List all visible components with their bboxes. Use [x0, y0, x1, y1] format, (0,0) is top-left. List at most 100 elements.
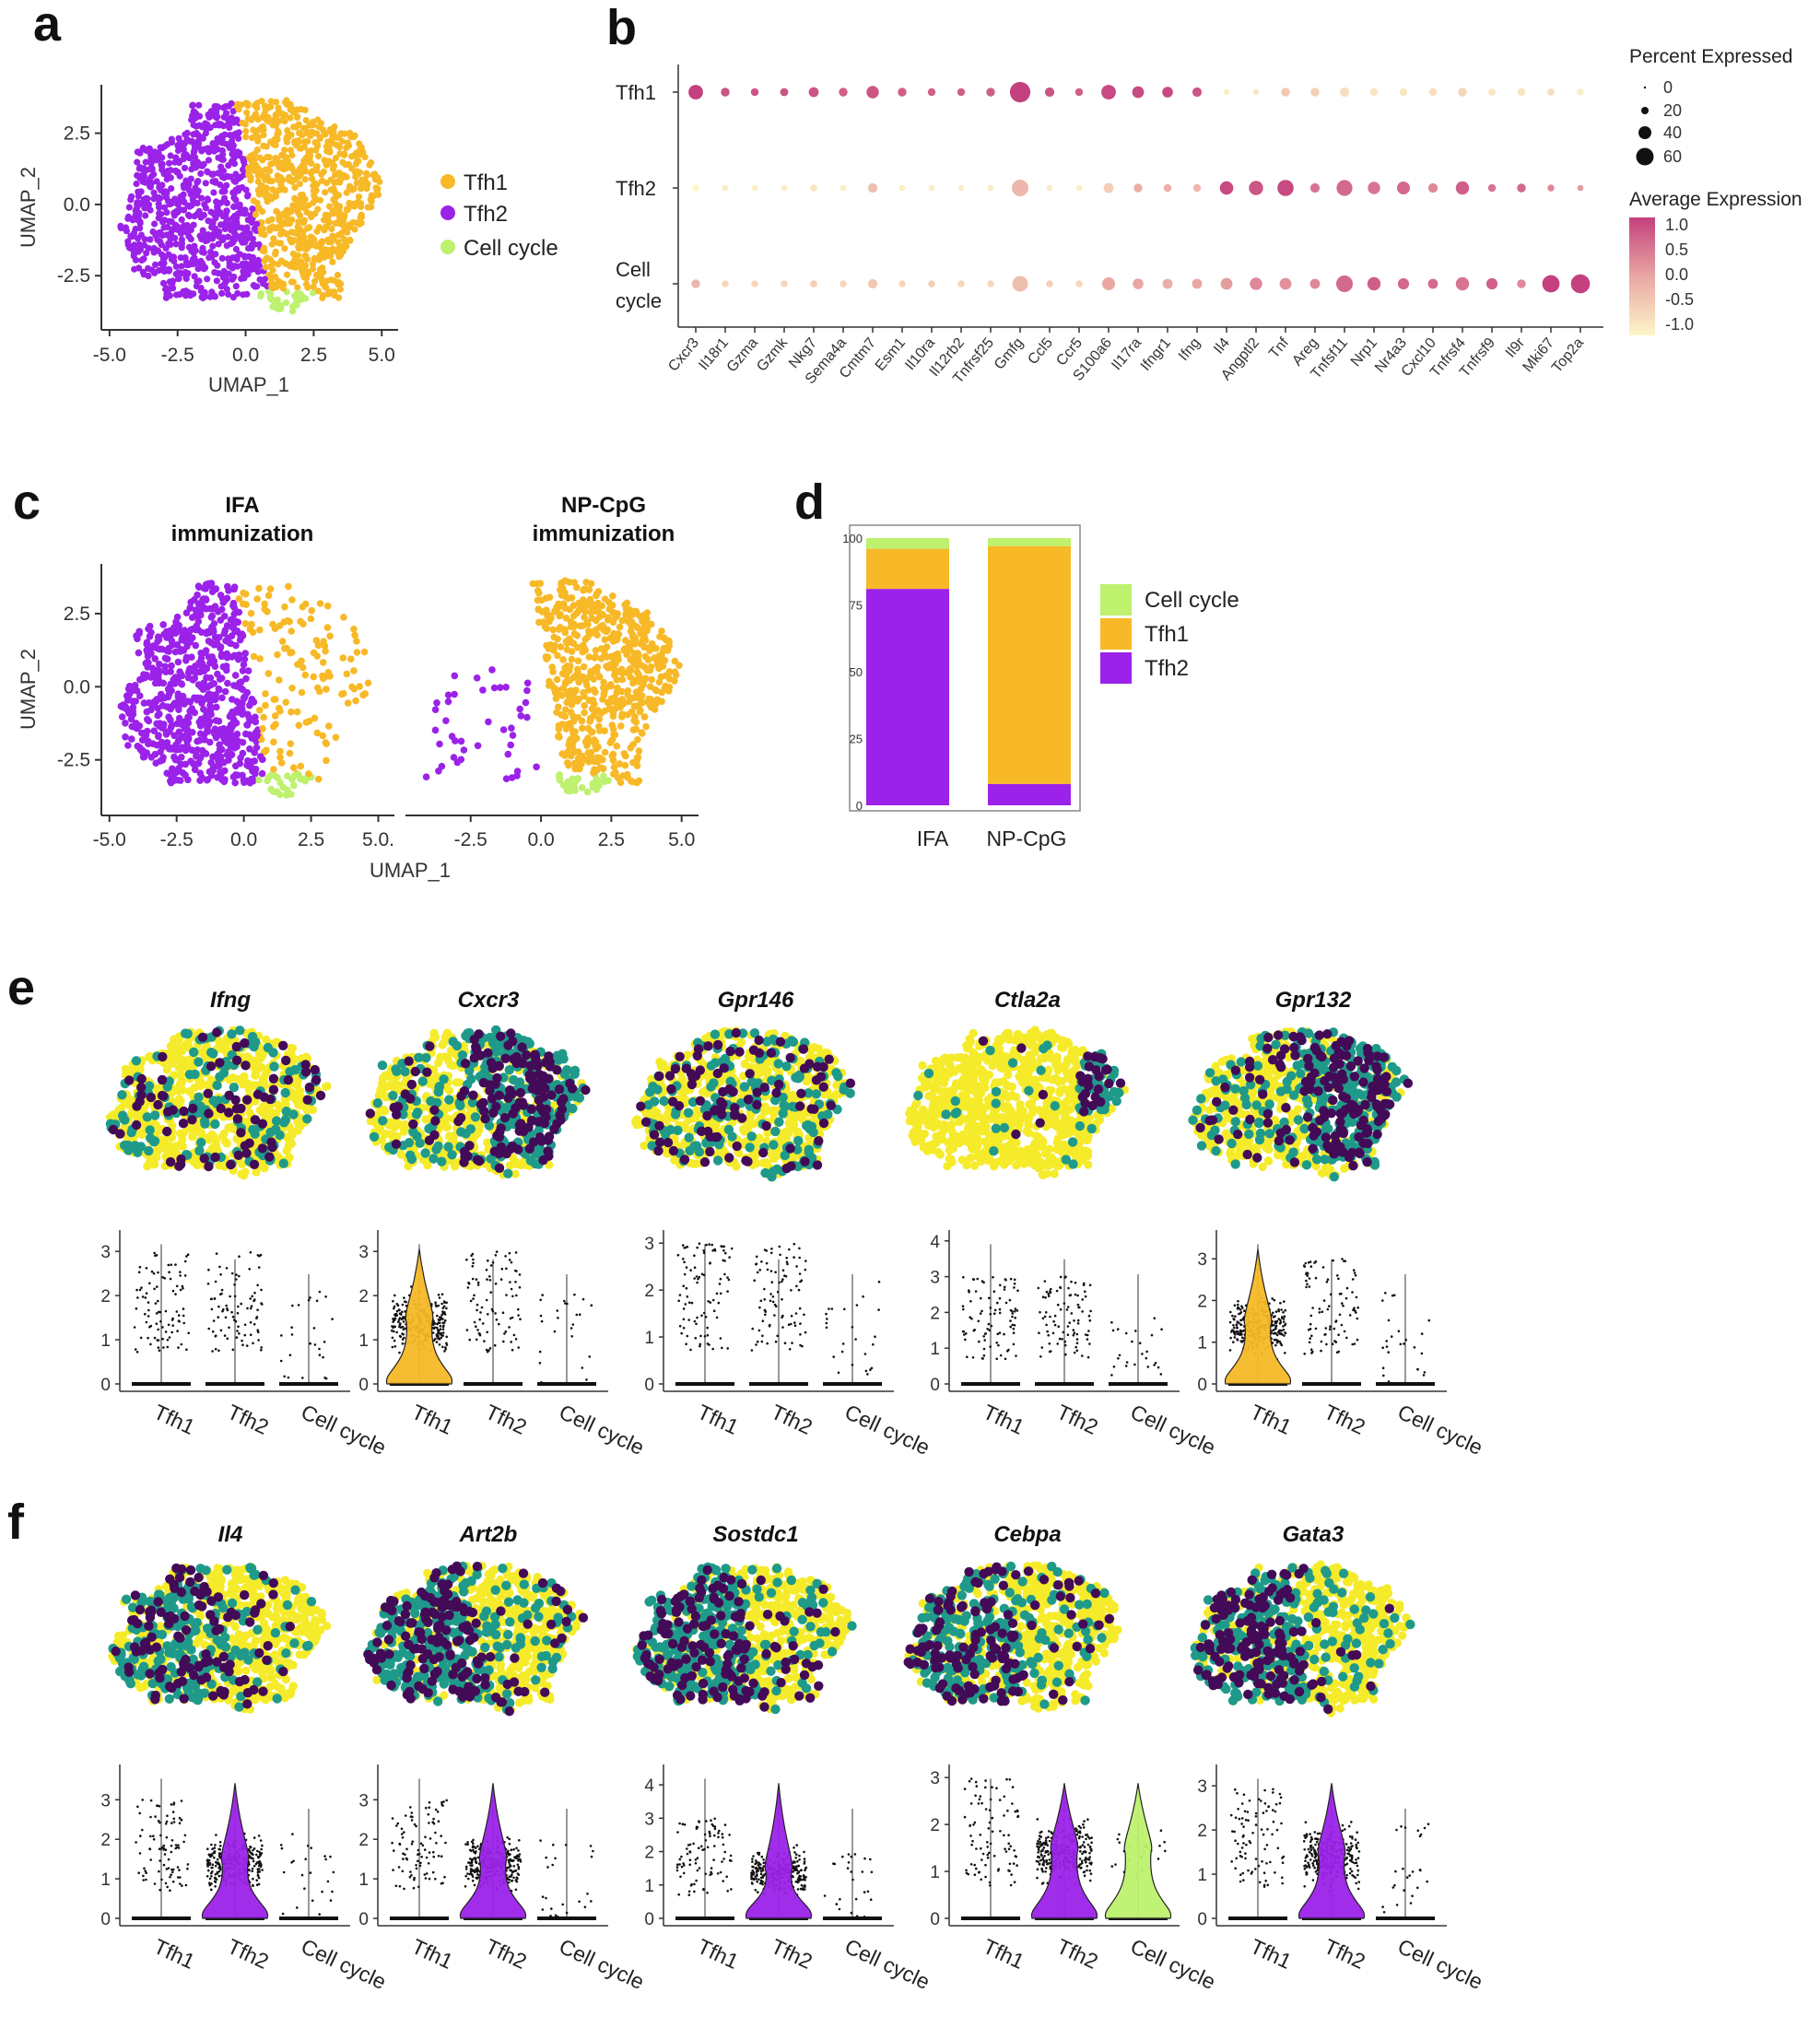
npcpg-point-tfh2 [502, 775, 511, 782]
umap-point-tfh2 [148, 166, 156, 173]
dot-cell-cycle-tnfrsf9 [1485, 277, 1498, 290]
umap-point-tfh2 [172, 240, 180, 248]
ifa-point-tfh1 [248, 620, 255, 628]
ifa-point-tfh2 [136, 692, 144, 699]
violin-point [137, 1271, 141, 1273]
umap-point-tfh1 [313, 228, 321, 235]
dot-cell-cycle-nkg7 [810, 280, 817, 287]
violin-point [148, 1282, 151, 1284]
panel-a-ytick: 2.5 [64, 123, 90, 145]
npcpg-point-tfh1 [544, 612, 551, 620]
npcpg-point-tfh1 [608, 721, 616, 729]
npcpg-point-tfh1 [557, 643, 565, 651]
dot-tfh2-angptl2 [1249, 181, 1263, 195]
ifa-point-tfh2 [218, 732, 227, 740]
npcpg-point-tfh1 [648, 675, 655, 684]
umap-point-tfh2 [178, 216, 185, 223]
npcpg-point-tfh1 [628, 778, 637, 786]
umap-point-tfh1 [277, 257, 285, 264]
feature-point [283, 1074, 294, 1085]
umap-point-tfh2 [135, 216, 142, 223]
ifa-point-tfh2 [231, 672, 240, 679]
npcpg-point-tfh1 [646, 666, 654, 674]
violin-point [249, 1333, 252, 1336]
ifa-point-tfh1 [359, 691, 367, 699]
feature-point [308, 1105, 317, 1115]
ifa-point-tfh2 [194, 746, 201, 754]
violin-point [241, 1339, 243, 1342]
ifa-point-tfh1 [314, 775, 323, 783]
umap-point-tfh2 [207, 248, 215, 256]
feature-point [136, 1083, 147, 1093]
ifa-point-tfh1 [313, 652, 322, 660]
umap-point-tfh1 [314, 142, 322, 149]
feature-point [239, 1080, 248, 1089]
npcpg-point-tfh1 [662, 682, 669, 690]
npcpg-point-tfh2 [450, 754, 458, 761]
npcpg-point-tfh1 [630, 702, 639, 710]
dot-cell-cycle-tnfrsf25 [987, 280, 994, 287]
umap-point-cc [310, 289, 317, 297]
ifa-point-tfh1 [288, 627, 296, 635]
umap-point-tfh2 [234, 263, 241, 270]
feature-point [144, 1145, 154, 1156]
ifa-point-tfh1 [281, 603, 288, 611]
npcpg-point-tfh1 [554, 686, 562, 695]
violin-point [214, 1334, 217, 1337]
feature-point [251, 1071, 260, 1080]
dot-tfh1-cxcl10 [1428, 88, 1438, 97]
npcpg-point-cc [589, 783, 597, 791]
ifa-point-tfh2 [197, 654, 205, 662]
dot-tfh1-gzma [750, 88, 759, 97]
feature-point [194, 1057, 204, 1067]
umap-point-tfh1 [334, 271, 342, 279]
dot-tfh2-esm1 [898, 184, 906, 192]
violin-ytick: 2 [100, 1287, 111, 1307]
ifa-point-tfh1 [308, 606, 316, 615]
umap-point-tfh2 [121, 225, 128, 232]
feature-point [241, 1148, 252, 1158]
npcpg-point-tfh1 [614, 684, 621, 692]
feature-point [210, 1119, 220, 1130]
violin-point [312, 1327, 316, 1330]
npcpg-point-tfh1 [632, 650, 640, 658]
violin-point [243, 1333, 247, 1337]
umap-point-tfh2 [205, 254, 213, 262]
ifa-point-cc [267, 785, 275, 793]
umap-point-tfh1 [275, 128, 282, 135]
umap-point-tfh1 [291, 183, 299, 191]
dot-tfh2-il18r1 [722, 184, 729, 192]
umap-point-tfh2 [137, 231, 145, 239]
npcpg-point-tfh1 [622, 610, 629, 618]
npcpg-point-tfh1 [629, 726, 638, 733]
feature-point [117, 1090, 127, 1100]
violin-point [157, 1346, 160, 1349]
violin-point [243, 1323, 247, 1327]
gene-label-esm1: Esm1 [873, 335, 909, 374]
npcpg-point-tfh1 [659, 657, 667, 665]
feature-point [257, 1143, 267, 1154]
gene-label-gmfg: Gmfg [992, 335, 1027, 373]
npcpg-point-tfh1 [568, 655, 576, 663]
ifa-point-tfh1 [323, 686, 330, 693]
feature-point [130, 1141, 140, 1151]
umap-point-tfh1 [302, 168, 310, 175]
npcpg-point-tfh1 [609, 592, 616, 600]
npcpg-point-tfh1 [599, 765, 607, 773]
npcpg-point-tfh1 [542, 594, 550, 602]
violin-point [168, 1336, 171, 1339]
violin-point [181, 1284, 184, 1288]
umap-point-tfh2 [221, 225, 229, 232]
umap-point-tfh2 [230, 160, 239, 168]
umap-point-tfh2 [199, 227, 206, 234]
feature-point [153, 1099, 163, 1110]
umap-point-tfh1 [329, 207, 336, 215]
ifa-point-tfh2 [221, 687, 229, 696]
ifa-point-tfh1 [250, 652, 258, 661]
umap-point-tfh2 [193, 130, 200, 137]
npcpg-point-tfh2 [504, 750, 512, 758]
violin-point [177, 1346, 180, 1349]
npcpg-point-tfh1 [603, 643, 611, 651]
npcpg-point-tfh1 [578, 717, 586, 725]
ifa-point-tfh2 [165, 644, 172, 652]
